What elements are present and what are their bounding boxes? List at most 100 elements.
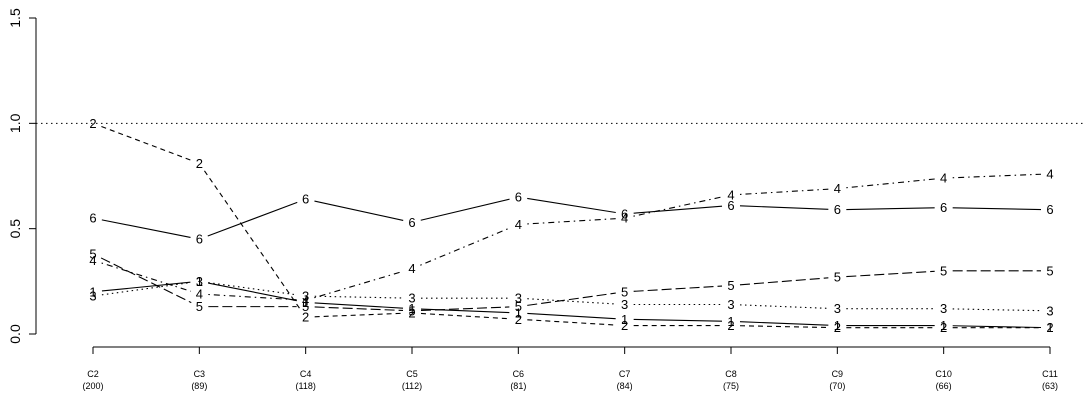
series-2-segment <box>203 170 302 311</box>
series-4-point-label: 4 <box>515 217 522 232</box>
series-2-point-label: 2 <box>515 312 522 327</box>
x-tick-label: C6 <box>513 369 525 379</box>
series-1-point-label: 1 <box>727 314 734 329</box>
series-2-segment <box>101 125 192 161</box>
x-tick-count-label: (84) <box>617 381 633 391</box>
series-3-segment <box>314 295 404 299</box>
x-tick-count-label: (89) <box>191 381 207 391</box>
series-lines <box>100 125 1042 329</box>
series-6-segment <box>420 198 510 221</box>
series-6-segment <box>633 205 723 214</box>
series-2-point-label: 2 <box>621 318 628 333</box>
series-1-segment <box>208 282 297 302</box>
x-tick-count-label: (63) <box>1042 381 1058 391</box>
x-tick-label: C11 <box>1042 369 1058 379</box>
x-tick-label: C9 <box>832 369 844 379</box>
series-3-segment <box>739 304 829 309</box>
series-6-segment <box>952 207 1042 211</box>
x-tick-label: C5 <box>406 369 418 379</box>
series-1-segment <box>527 312 616 320</box>
series-2-point-label: 2 <box>727 318 734 333</box>
series-2-point-label: 2 <box>196 156 203 171</box>
series-1-point-label: 1 <box>89 284 96 299</box>
series-4-segment <box>314 270 404 299</box>
series-5-segment <box>100 257 192 304</box>
y-tick-label: 0.5 <box>7 219 23 239</box>
series-3-point-label: 3 <box>89 289 96 304</box>
x-tick-label: C7 <box>619 369 631 379</box>
series-3-point-label: 3 <box>302 289 309 304</box>
series-1-point-label: 1 <box>1046 320 1053 335</box>
y-tick-label: 0.0 <box>7 324 23 344</box>
series-5-point-label: 5 <box>196 299 203 314</box>
series-1-point-label: 1 <box>940 318 947 333</box>
series-5-point-label: 5 <box>515 299 522 314</box>
series-3-segment <box>952 308 1042 312</box>
x-tick-count-label: (66) <box>936 381 952 391</box>
series-5-segment <box>420 306 510 312</box>
series-4-segment <box>208 293 297 301</box>
series-2-point-label: 2 <box>834 320 841 335</box>
series-3-point-label: 3 <box>940 301 947 316</box>
series-6-point-label: 6 <box>1046 202 1053 217</box>
series-1-segment <box>420 308 510 314</box>
series-6-segment <box>314 200 404 221</box>
series-4-segment <box>952 173 1042 179</box>
series-1-point-label: 1 <box>196 274 203 289</box>
series-3-point-label: 3 <box>834 301 841 316</box>
x-tick-label: C2 <box>87 369 99 379</box>
series-6-point-label: 6 <box>515 190 522 205</box>
y-tick-label: 1.5 <box>7 8 23 28</box>
series-1-point-label: 1 <box>515 305 522 320</box>
series-4-segment <box>739 188 829 195</box>
series-5-point-label: 5 <box>621 284 628 299</box>
series-5-point-label: 5 <box>834 270 841 285</box>
x-tick-label: C4 <box>300 369 312 379</box>
series-6-point-label: 6 <box>89 211 96 226</box>
series-2-segment <box>314 312 404 318</box>
x-tick-count-label: (112) <box>402 381 422 391</box>
series-3-point-label: 3 <box>621 297 628 312</box>
x-tick-count-label: (200) <box>82 381 103 391</box>
series-2-segment <box>527 319 616 326</box>
series-6-segment <box>846 207 935 211</box>
series-2-point-label: 2 <box>1046 320 1053 335</box>
series-2-point-label: 2 <box>302 310 309 325</box>
series-3-point-label: 3 <box>727 297 734 312</box>
series-6-point-label: 6 <box>621 206 628 221</box>
series-4-point-label: 4 <box>621 211 628 226</box>
series-5-segment <box>846 270 935 278</box>
series-1-segment <box>633 318 723 322</box>
series-3-point-label: 3 <box>196 274 203 289</box>
series-5-segment <box>527 292 616 306</box>
series-5-segment <box>739 277 829 286</box>
series-6-segment <box>527 197 616 214</box>
series-2-point-label: 2 <box>89 116 96 131</box>
series-3-segment <box>101 282 191 296</box>
series-6-point-label: 6 <box>302 192 309 207</box>
series-4-point-label: 4 <box>196 286 203 301</box>
series-6-point-label: 6 <box>940 200 947 215</box>
series-5-point-label: 5 <box>89 246 96 261</box>
series-4-segment <box>846 178 935 189</box>
series-4-point-label: 4 <box>408 261 415 276</box>
series-1-point-label: 1 <box>834 318 841 333</box>
series-6-segment <box>739 205 829 210</box>
series-1-point-label: 1 <box>302 295 309 310</box>
series-4-point-label: 4 <box>727 187 734 202</box>
series-4-point-label: 4 <box>940 171 947 186</box>
series-4-point-label: 4 <box>1046 166 1053 181</box>
series-1-point-label: 1 <box>408 301 415 316</box>
series-5-point-label: 5 <box>940 263 947 278</box>
series-1-segment <box>101 281 191 292</box>
series-5-point-label: 5 <box>302 299 309 314</box>
series-4-segment <box>527 218 616 225</box>
series-6-point-label: 6 <box>727 198 734 213</box>
series-3-point-label: 3 <box>515 291 522 306</box>
x-tick-label: C8 <box>725 369 737 379</box>
series-4-segment <box>633 196 723 217</box>
series-2-point-label: 2 <box>408 305 415 320</box>
x-tick-count-label: (70) <box>829 381 845 391</box>
